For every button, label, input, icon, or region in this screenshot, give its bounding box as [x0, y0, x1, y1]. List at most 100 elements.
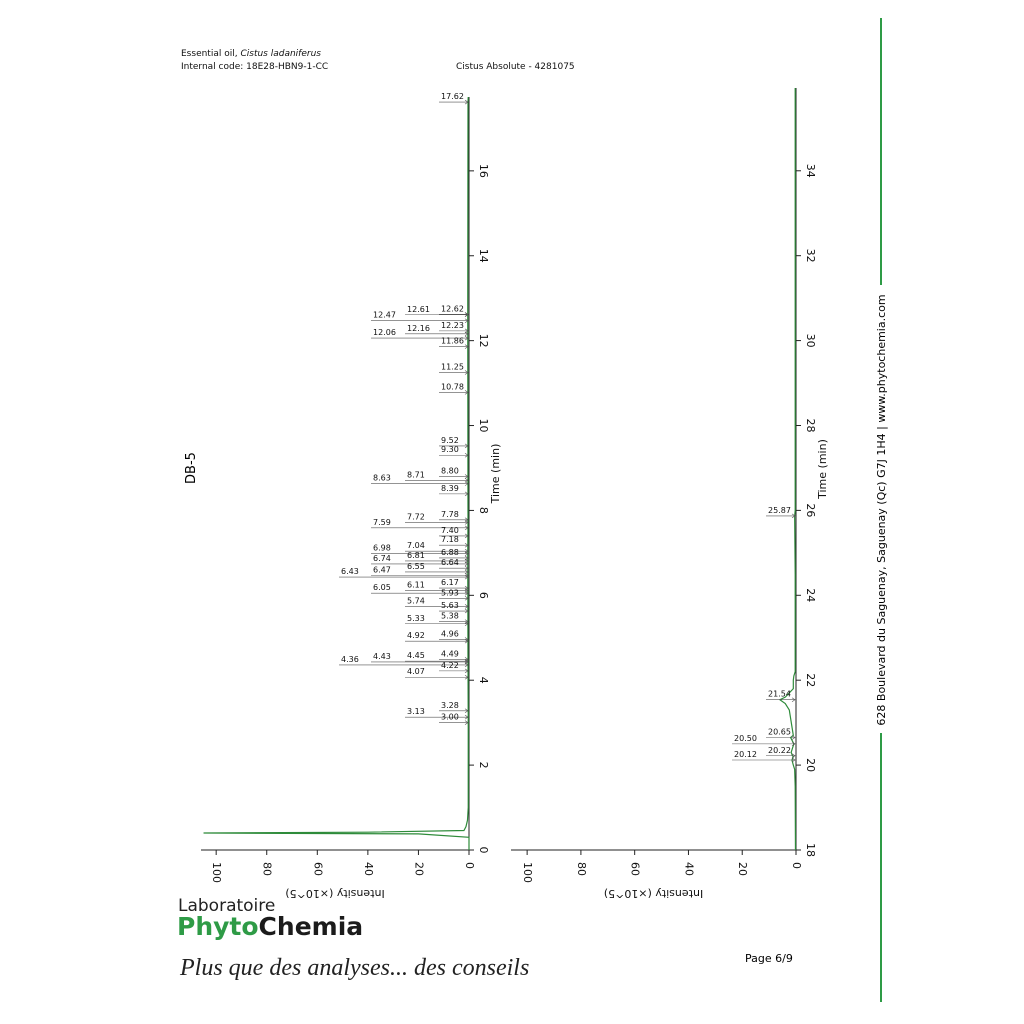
arrow-head	[464, 335, 469, 341]
peak-label: 6.88	[441, 548, 459, 557]
peak-label: 4.96	[441, 629, 459, 638]
page-number: Page 6/9	[745, 952, 793, 965]
x-tick-label: 8	[477, 507, 490, 514]
y-tick-label: 20	[412, 862, 425, 876]
x-tick-label: 30	[804, 334, 817, 348]
arrow-head	[464, 574, 469, 580]
peak-label: 4.43	[373, 652, 391, 661]
peak-label: 21.54	[768, 690, 791, 699]
arrow-head	[464, 344, 469, 349]
peak-label: 6.43	[341, 567, 359, 576]
x-tick-label: 22	[804, 673, 817, 687]
y-tick-label: 60	[311, 862, 324, 876]
arrow-head	[464, 662, 469, 668]
peak-label: 20.65	[768, 728, 791, 737]
x-tick-label: 12	[477, 334, 490, 348]
arrow-head	[464, 720, 469, 725]
x-tick-label: 28	[804, 418, 817, 432]
x-tick-label: 18	[804, 843, 817, 857]
peak-label: 4.45	[407, 651, 425, 660]
peak-label: 6.81	[407, 551, 425, 560]
peak-label: 8.71	[407, 470, 425, 479]
peak-label: 17.62	[441, 92, 464, 101]
peak-label: 12.23	[441, 321, 464, 330]
peak-label: 10.78	[441, 382, 464, 391]
peak-label: 3.13	[407, 707, 425, 716]
peak-label: 4.92	[407, 631, 425, 640]
arrow-head	[464, 608, 469, 614]
y-tick-label: 0	[790, 862, 803, 869]
arrow-head	[464, 596, 469, 601]
peak-label: 12.61	[407, 305, 430, 314]
arrow-head	[791, 741, 796, 747]
peak-label: 4.07	[407, 667, 425, 676]
peak-label: 6.47	[373, 565, 391, 574]
peak-label: 11.86	[441, 337, 464, 346]
peak-label: 7.59	[373, 518, 391, 527]
peak-label: 7.78	[441, 510, 459, 519]
peak-label: 7.04	[407, 541, 425, 550]
peak-label: 5.63	[441, 601, 459, 610]
x-tick-label: 20	[804, 758, 817, 772]
logo-green: Phyto	[177, 912, 259, 941]
peak-label: 4.22	[441, 661, 459, 670]
arrow-head	[464, 390, 469, 395]
arrow-head	[791, 735, 796, 740]
peak-label: 8.39	[441, 484, 459, 493]
logo-top: Laboratoire	[178, 896, 275, 916]
arrow-head	[464, 565, 469, 571]
logo-dark: Chemia	[259, 912, 364, 941]
arrow-head	[464, 474, 469, 479]
peak-label: 5.38	[441, 612, 459, 621]
y-tick-label: 40	[682, 862, 695, 876]
peak-label: 20.22	[768, 746, 791, 755]
arrow-head	[464, 478, 469, 483]
peak-label: 6.05	[373, 583, 391, 592]
y-tick-label: 100	[521, 862, 534, 883]
peak-label: 5.33	[407, 614, 425, 623]
arrow-head	[464, 520, 469, 525]
arrow-head	[464, 658, 469, 664]
peak-label: 9.30	[441, 445, 459, 454]
peak-label: 12.06	[373, 328, 396, 337]
arrow-head	[464, 331, 469, 337]
arrow-head	[464, 708, 469, 714]
address: 628 Boulevard du Saguenay, Saguenay (Qc)…	[875, 294, 888, 725]
arrow-head	[464, 621, 469, 627]
x-tick-label: 14	[477, 249, 490, 263]
peak-label: 5.74	[407, 596, 425, 605]
peak-label: 7.18	[441, 535, 459, 544]
x-tick-label: 26	[804, 503, 817, 517]
peak-label: 12.62	[441, 304, 464, 313]
peak-label: 6.74	[373, 554, 391, 563]
arrow-head	[464, 491, 469, 497]
peak-label: 11.25	[441, 362, 464, 371]
peak-label: 6.55	[407, 562, 425, 571]
x-tick-label: 24	[804, 588, 817, 602]
arrow-head	[464, 604, 469, 609]
peak-label: 25.87	[768, 506, 791, 515]
x-tick-label: 4	[477, 677, 490, 684]
arrow-head	[464, 443, 469, 449]
arrow-head	[464, 714, 469, 720]
peak-label: 5.93	[441, 588, 459, 597]
arrow-head	[464, 525, 469, 531]
arrow-head	[464, 569, 469, 575]
peak-label: 8.63	[373, 474, 391, 483]
y-tick-label: 20	[736, 862, 749, 876]
arrow-head	[791, 697, 796, 702]
arrow-head	[464, 370, 469, 375]
arrow-head	[464, 551, 469, 556]
peak-label: 4.36	[341, 655, 359, 664]
header-line: Essential oil, Cistus ladaniferus	[181, 49, 321, 59]
y-tick-label: 60	[629, 862, 642, 876]
arrow-head	[464, 318, 469, 323]
peak-label: 20.50	[734, 734, 757, 743]
x-tick-label: 6	[477, 592, 490, 599]
y-tick-label: 80	[261, 862, 274, 876]
trace	[203, 96, 470, 850]
arrow-head	[464, 99, 469, 105]
arrow-head	[791, 513, 796, 519]
